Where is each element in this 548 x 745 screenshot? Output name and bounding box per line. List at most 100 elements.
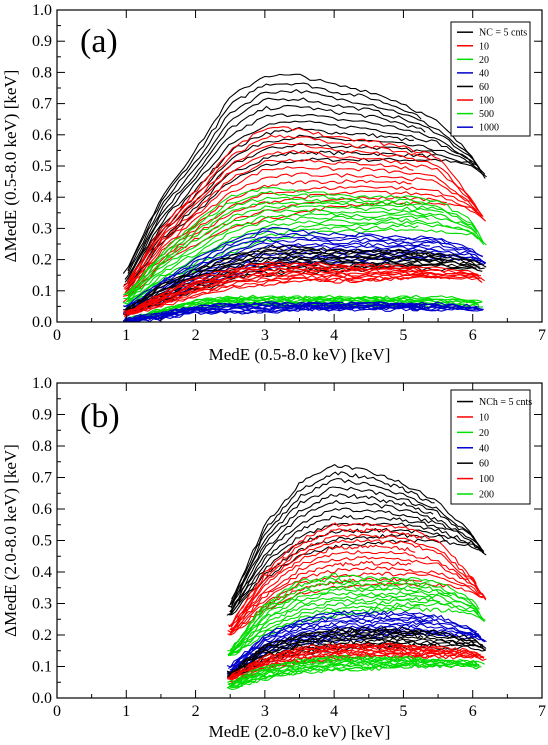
series-line [124,247,442,311]
series-line [123,204,444,300]
series-line [127,120,483,280]
x-tick-label: 2 [192,327,200,344]
legend-label: 1000 [479,123,499,134]
legend-label: 10 [479,41,489,52]
series-line [127,97,480,274]
series-line [127,143,477,285]
x-tick-label: 1 [122,703,130,720]
series-line [227,587,452,656]
series-line [229,599,485,655]
series-line [230,533,448,616]
series-line [230,566,482,631]
legend: NC = 5 cnts 10 20 40 60 100 500 1000 [450,21,531,137]
y-tick-label: 1.0 [32,2,52,19]
series-line [231,486,485,606]
y-tick-label: 0.0 [32,690,52,707]
series-line [230,499,477,609]
series-line [229,555,487,631]
series-nch-5-cnts [226,463,487,616]
series-line [230,615,486,667]
y-tick-label: 0.9 [32,407,52,424]
x-tick-label: 6 [469,327,477,344]
y-tick-label: 0.1 [32,659,52,676]
series-group [226,463,487,690]
series-line [122,73,478,274]
series-line [127,237,479,310]
legend-label: 100 [479,474,494,485]
series-line [127,201,478,297]
series-line [126,126,481,285]
y-tick-label: 0.0 [32,314,52,331]
legend-label: 500 [479,109,494,120]
legend-label: 200 [479,489,494,500]
legend-label: 100 [479,96,494,107]
series-line [123,274,451,317]
panel-a: 0 1 2 3 4 5 6 7 0.0 0.1 0.2 0.3 0.4 0.5 0.6 0.7 0.8 0.9 1.… [1,2,546,364]
series-line [125,244,480,311]
series-line [122,185,485,297]
legend-label: NCh = 5 cnts [479,397,532,408]
series-line [227,635,487,676]
series-line [227,631,482,677]
y-tick-label: 0.7 [32,470,52,487]
y-tick-label: 0.7 [32,96,52,113]
series-line [127,134,433,284]
series-line [226,648,479,680]
series-line [125,271,482,315]
series-line [125,235,483,310]
y-tick-label: 0.9 [32,33,52,50]
series-line [125,252,487,312]
series-line [228,522,477,628]
series-line [227,662,480,689]
series-line [123,149,484,289]
legend-label: 10 [479,412,489,423]
series-line [124,158,414,291]
legend-label: NC = 5 cnts [479,28,527,39]
y-tick-label: 1.0 [32,375,52,392]
y-tick-label: 0.3 [32,220,52,237]
series-line [226,626,483,673]
series-line [229,471,435,605]
y-tick-label: 0.5 [32,533,52,550]
series-line [231,463,481,600]
series-line [230,514,446,613]
y-tick-label: 0.6 [32,127,52,144]
series-100 [123,261,485,318]
series-line [228,590,479,656]
series-line [126,150,436,290]
series-nc-5-cnts [122,73,487,290]
series-line [228,538,486,628]
x-axis-label: MedE (0.5-8.0 keV) [keV] [209,345,391,364]
y-axis-label: ΔMedE (0.5-8.0 keV) [keV] [1,70,20,263]
x-tick-label: 6 [469,703,477,720]
series-line [127,82,422,272]
x-tick-label: 0 [53,327,61,344]
legend-label: 20 [479,55,489,66]
series-line [228,493,434,608]
series-line [226,527,482,616]
y-tick-label: 0.2 [32,252,52,269]
series-line [126,172,478,293]
series-line [226,663,436,689]
x-tick-label: 4 [330,703,338,720]
series-line [127,89,486,271]
series-line [229,633,424,677]
series-1000 [122,301,484,322]
series-line [123,261,479,312]
y-tick-label: 0.4 [32,189,52,206]
series-20 [227,572,486,657]
series-line [124,113,481,283]
series-line [125,264,479,313]
series-line [229,580,481,651]
series-line [228,661,417,687]
series-line [230,657,482,686]
y-tick-label: 0.4 [32,564,52,581]
y-tick-label: 0.8 [32,64,52,81]
panel-label: (b) [80,398,120,435]
series-line [227,477,485,607]
y-tick-label: 0.3 [32,596,52,613]
series-line [228,584,485,655]
series-line [123,190,436,296]
x-tick-label: 4 [330,327,338,344]
